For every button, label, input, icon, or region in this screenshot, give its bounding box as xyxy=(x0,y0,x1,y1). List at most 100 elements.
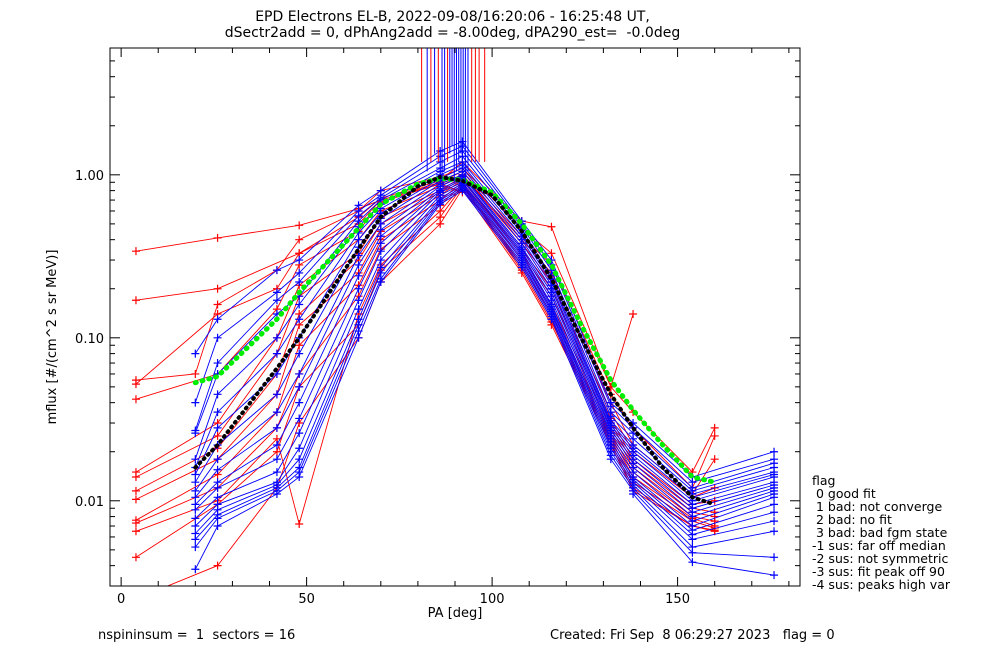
data-point xyxy=(354,284,363,293)
data-point xyxy=(132,595,140,603)
x-tick-label: 150 xyxy=(665,592,690,607)
data-series xyxy=(191,170,779,513)
legend-item: -4 sus: peaks high var xyxy=(812,577,951,592)
legend-item: 0 good fit xyxy=(812,486,876,501)
data-point xyxy=(770,517,779,526)
series-line xyxy=(194,161,775,495)
data-point xyxy=(436,213,445,222)
data-point xyxy=(295,520,304,529)
flag-legend: flag 0 good fit 1 bad: not converge 2 ba… xyxy=(812,474,950,591)
data-point xyxy=(376,247,385,256)
data-point xyxy=(213,315,222,324)
series-line xyxy=(166,188,715,586)
data-point xyxy=(517,263,526,272)
footer-created: Created: Fri Sep 8 06:29:27 2023 flag = … xyxy=(550,628,835,643)
data-point xyxy=(191,398,200,407)
series-line xyxy=(194,170,775,505)
data-point xyxy=(272,296,281,305)
data-point xyxy=(606,455,615,464)
data-point xyxy=(131,247,140,256)
data-point xyxy=(376,256,385,265)
series-line xyxy=(194,181,775,527)
data-series xyxy=(191,178,779,531)
series-line xyxy=(194,184,775,536)
data-point xyxy=(272,408,281,417)
series-line xyxy=(135,167,716,473)
y-tick-label: 0.10 xyxy=(75,332,104,347)
data-point xyxy=(770,527,779,536)
data-point xyxy=(213,284,222,293)
data-point xyxy=(295,249,304,258)
data-point xyxy=(213,359,222,368)
data-point xyxy=(272,455,281,464)
data-point xyxy=(272,468,281,477)
data-point xyxy=(376,277,385,286)
legend-item: 3 bad: bad fgm state xyxy=(812,525,948,540)
series-line xyxy=(194,164,775,498)
data-point xyxy=(213,423,222,432)
data-point xyxy=(354,305,363,314)
data-point xyxy=(710,431,719,440)
data-point xyxy=(770,571,779,580)
chart-title: EPD Electrons EL-B, 2022-09-08/16:20:06 … xyxy=(255,9,650,25)
data-point xyxy=(710,423,719,432)
data-point xyxy=(131,495,140,504)
data-point xyxy=(354,296,363,305)
data-point xyxy=(213,465,222,474)
series-line xyxy=(194,190,775,570)
y-axis-label: mflux [#/(cm^2 s sr MeV)] xyxy=(45,250,60,425)
legend-item: 1 bad: not converge xyxy=(812,499,943,514)
data-point xyxy=(629,490,638,499)
data-point xyxy=(191,349,200,358)
data-point xyxy=(710,455,719,464)
x-tick-label: 0 xyxy=(117,592,125,607)
legend-item: -1 sus: far off median xyxy=(812,538,946,553)
x-tick-label: 100 xyxy=(480,592,505,607)
series-line xyxy=(194,183,775,531)
axis-layer: 0 50 100 150 0.01 0.10 1.00 PA [deg] mflux [#/(c… xyxy=(45,47,800,621)
data-point xyxy=(547,315,556,324)
data-point xyxy=(295,315,304,324)
data-point xyxy=(295,369,304,378)
data-point xyxy=(295,349,304,358)
data-point xyxy=(629,309,638,318)
data-point xyxy=(295,472,304,481)
data-point xyxy=(770,493,779,502)
data-point xyxy=(213,514,222,523)
data-point xyxy=(272,423,281,432)
data-point xyxy=(458,186,467,195)
data-point xyxy=(295,256,304,265)
legend-item: -3 sus: fit peak off 90 xyxy=(812,564,945,579)
data-point xyxy=(213,233,222,242)
data-point xyxy=(354,235,363,244)
data-point xyxy=(376,239,385,248)
data-point xyxy=(688,548,697,557)
data-point xyxy=(191,455,200,464)
median-layer xyxy=(192,174,718,507)
data-point xyxy=(131,395,140,404)
data-point xyxy=(191,543,200,552)
data-point xyxy=(272,390,281,399)
data-point xyxy=(272,288,281,297)
series-line xyxy=(194,175,775,513)
series-line xyxy=(194,150,775,489)
data-point xyxy=(272,349,281,358)
data-point xyxy=(213,408,222,417)
data-point xyxy=(131,486,140,495)
series-layer xyxy=(131,137,779,603)
series-line xyxy=(194,188,775,548)
data-point xyxy=(295,341,304,350)
data-point xyxy=(272,266,281,275)
data-point xyxy=(191,369,200,378)
footer-sectors: nspininsum = 1 sectors = 16 xyxy=(98,628,296,643)
data-point xyxy=(295,455,304,464)
x-axis-label: PA [deg] xyxy=(428,606,483,621)
data-point xyxy=(295,429,304,438)
series-line xyxy=(135,181,715,522)
data-point xyxy=(354,333,363,342)
data-point xyxy=(131,553,140,562)
data-point xyxy=(191,493,200,502)
median-data-curve xyxy=(193,174,717,507)
data-point xyxy=(213,431,222,440)
